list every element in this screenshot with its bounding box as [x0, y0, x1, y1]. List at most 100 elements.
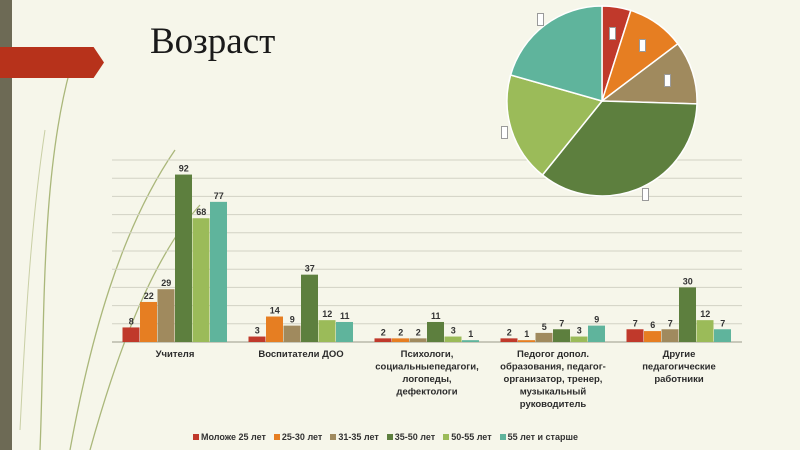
- bar-value-label: 12: [322, 309, 332, 319]
- category-label-line: Педогог допол.: [517, 349, 589, 360]
- pie-slice: [506, 74, 604, 177]
- bar-value-label: 7: [633, 318, 638, 328]
- bar-value-label: 68: [196, 207, 206, 217]
- legend-swatch: [273, 434, 280, 440]
- bar: [122, 327, 140, 342]
- bar: [500, 338, 518, 342]
- bar-value-label: 22: [144, 291, 154, 301]
- pie-label-placeholder-box: [664, 74, 672, 88]
- bar: [374, 338, 392, 342]
- bar-value-label: 30: [683, 276, 693, 286]
- bar: [570, 336, 588, 342]
- bar: [266, 316, 283, 342]
- category-label-line: работники: [654, 374, 704, 385]
- bar-value-label: 7: [559, 318, 564, 328]
- category-label-line: педагогические: [642, 362, 716, 373]
- bar: [301, 274, 318, 342]
- legend-label: 55 лет и старше: [507, 432, 578, 442]
- bars: [122, 174, 731, 342]
- bar: [283, 325, 301, 342]
- category-label-line: руководитель: [520, 399, 587, 410]
- legend-swatch: [386, 434, 393, 440]
- legend-item: Моложе 25 лет: [193, 432, 266, 442]
- bar-value-label: 77: [214, 191, 224, 201]
- legend-label: 50-55 лет: [451, 432, 492, 442]
- legend-item: 55 лет и старше: [499, 432, 578, 442]
- bar: [553, 329, 570, 342]
- legend-label: Моложе 25 лет: [201, 432, 266, 442]
- category-label-line: образования, педагог-: [500, 362, 606, 373]
- bar-value-label: 1: [468, 329, 473, 339]
- category-label-line: Учителя: [156, 349, 195, 360]
- legend-label: 31-35 лет: [338, 432, 379, 442]
- bar: [518, 340, 535, 342]
- bar: [462, 340, 479, 342]
- bar: [192, 218, 210, 342]
- bar-value-label: 9: [290, 315, 295, 325]
- legend-swatch: [443, 434, 450, 440]
- bar: [679, 287, 696, 342]
- pie-slices: [506, 5, 698, 197]
- bar-value-label: 6: [650, 320, 655, 330]
- bar: [336, 321, 353, 342]
- bar: [210, 201, 227, 342]
- bar: [644, 331, 661, 342]
- category-label-line: логопеды,: [402, 374, 451, 385]
- bar-value-label: 12: [700, 309, 710, 319]
- legend-item: 50-55 лет: [443, 432, 492, 442]
- bar-value-label: 14: [270, 306, 280, 316]
- bar-value-label: 3: [451, 326, 456, 336]
- bar: [157, 289, 175, 342]
- chart-legend: Моложе 25 лет 25-30 лет 31-35 лет 35-50 лет…: [193, 430, 578, 444]
- legend-item: 31-35 лет: [330, 432, 379, 442]
- bar-value-label: 2: [507, 327, 512, 337]
- category-label-line: Психологи,: [401, 349, 454, 360]
- bar: [409, 338, 427, 342]
- category-label: Педогог допол. образования, педагог-орган…: [500, 349, 606, 410]
- category-label-line: Воспитатели ДОО: [258, 349, 343, 360]
- legend-swatch: [193, 434, 199, 440]
- bar: [427, 321, 444, 342]
- pie-slice: [509, 5, 603, 102]
- title-arrow: [0, 47, 104, 78]
- bar: [392, 338, 409, 342]
- category-label: Воспитатели ДОО: [258, 349, 343, 360]
- bar-value-label: 3: [577, 326, 582, 336]
- bar: [714, 329, 731, 342]
- bar-value-label: 11: [431, 311, 441, 321]
- bar-value-label: 2: [398, 327, 403, 337]
- bar-value-label: 11: [340, 311, 350, 321]
- bar: [588, 325, 605, 342]
- legend-label: 25-30 лет: [281, 432, 323, 442]
- bar-value-label: 3: [255, 326, 260, 336]
- category-label-line: социальныепедагоги,: [375, 362, 478, 373]
- legend-label: 35-50 лет: [394, 432, 436, 442]
- category-label-line: организатор, тренер,: [504, 374, 603, 385]
- bar-value-label: 1: [524, 329, 529, 339]
- category-label-line: музыкальный: [520, 387, 587, 398]
- legend-item: 25-30 лет: [273, 432, 323, 442]
- bar-value-label: 2: [381, 327, 386, 337]
- pie-label-placeholder-box: [641, 188, 649, 202]
- bar: [175, 174, 192, 342]
- legend-item: 35-50 лет: [386, 432, 436, 442]
- category-label: Психологи, социальныепедагоги,логопеды, де…: [375, 349, 478, 398]
- category-label-line: дефектологи: [396, 387, 457, 398]
- left-accent-bar: [0, 0, 12, 450]
- bar-value-label: 29: [161, 278, 171, 288]
- bar-value-label: 5: [542, 322, 547, 332]
- bar-value-label: 8: [129, 316, 134, 326]
- bar: [696, 320, 714, 342]
- legend-swatch: [330, 434, 337, 440]
- bar-value-label: 9: [594, 315, 599, 325]
- bar: [140, 301, 157, 342]
- pie-label-placeholder-box: [609, 27, 617, 41]
- pie-label-placeholder-box: [501, 126, 509, 140]
- bar: [661, 329, 679, 342]
- bar-value-label: 92: [179, 164, 189, 174]
- bar-value-label: 7: [720, 318, 725, 328]
